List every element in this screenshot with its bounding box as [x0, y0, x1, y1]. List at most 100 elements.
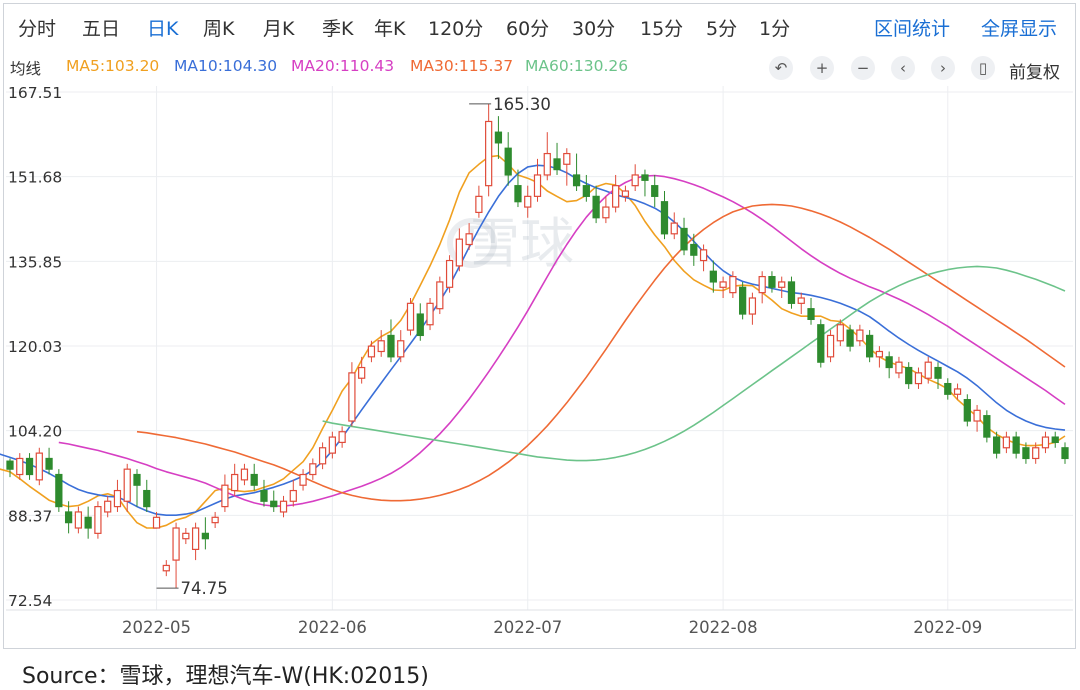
- candle-body: [866, 334, 874, 358]
- candle-body: [94, 506, 102, 534]
- candle-body: [172, 527, 180, 561]
- adjust-mode-label[interactable]: 前复权: [1009, 63, 1060, 83]
- candle-body: [318, 447, 327, 465]
- candle-body: [465, 233, 473, 246]
- candle-body: [836, 324, 844, 342]
- undo-icon[interactable]: ↶: [769, 56, 793, 80]
- candle-body: [670, 222, 678, 235]
- candle-body: [992, 436, 1001, 454]
- tab-monthly-k[interactable]: 月K: [263, 18, 295, 40]
- candle-body: [299, 473, 307, 486]
- candle-body: [123, 468, 131, 502]
- candle-body: [944, 382, 952, 395]
- candle-body: [651, 185, 659, 197]
- candle-body: [455, 238, 463, 267]
- y-tick-label: 120.03: [8, 338, 62, 356]
- candle-body: [934, 366, 942, 379]
- candle-body: [1002, 436, 1011, 449]
- range-stats-link[interactable]: 区间统计: [874, 18, 951, 40]
- tab-120min[interactable]: 120分: [428, 18, 484, 40]
- zoom-in-icon[interactable]: +: [810, 56, 834, 80]
- candle-body: [494, 131, 503, 144]
- y-tick-label: 135.85: [8, 253, 62, 271]
- candle-body: [377, 340, 385, 353]
- chevron-right-icon[interactable]: ›: [931, 56, 955, 80]
- candle-body: [660, 201, 669, 235]
- tab-15min[interactable]: 15分: [640, 18, 684, 40]
- candle-body: [45, 457, 53, 470]
- tab-30min[interactable]: 30分: [572, 18, 616, 40]
- candle-body: [397, 340, 405, 358]
- candle-body: [328, 436, 336, 454]
- tab-60min[interactable]: 60分: [506, 18, 550, 40]
- candle-body: [279, 500, 288, 513]
- y-tick-label: 88.37: [8, 507, 52, 525]
- candlestick-chart[interactable]: 雪球 167.51 151.68 135.85 120.03 104.20 88.37 72.…: [0, 0, 1080, 650]
- candle-body: [963, 399, 971, 422]
- candle-body: [758, 275, 766, 294]
- candle-body: [768, 275, 776, 288]
- candle-body: [797, 297, 805, 304]
- candle-body: [84, 516, 92, 529]
- candle-body: [406, 302, 415, 331]
- tab-timeshare[interactable]: 分时: [18, 18, 57, 40]
- zoom-out-icon[interactable]: −: [851, 56, 875, 80]
- ma10-legend: MA10:104.30: [174, 57, 278, 75]
- candle-body: [201, 532, 209, 540]
- candle-body: [729, 275, 737, 294]
- x-tick-label: 2022-05: [122, 618, 191, 637]
- ma60-line: [322, 265, 1066, 462]
- candle-body: [582, 185, 590, 197]
- candle-body: [104, 500, 112, 513]
- annotation-label: 74.75: [181, 579, 228, 598]
- candlestick-icon[interactable]: ▯: [971, 56, 995, 80]
- candle-body: [436, 281, 444, 310]
- candle-body: [709, 270, 717, 283]
- candle-body: [358, 366, 366, 379]
- candle-body: [1022, 447, 1030, 460]
- candle-body: [690, 243, 698, 256]
- candle-body: [699, 249, 708, 262]
- candle-body: [885, 356, 893, 369]
- candle-body: [1032, 447, 1040, 460]
- candle-body: [826, 334, 835, 358]
- candle-body: [416, 313, 424, 337]
- candle-body: [895, 361, 903, 374]
- period-tabs: 分时 五日 日K 周K 月K 季K 年K 120分 60分 30分 15分 5分…: [4, 4, 1075, 48]
- ma20-legend: MA20:110.43: [291, 57, 395, 75]
- candle-body: [973, 409, 981, 422]
- tab-5min[interactable]: 5分: [706, 18, 738, 40]
- ma5-legend: MA5:103.20: [66, 57, 160, 75]
- candle-body: [6, 460, 14, 470]
- tab-daily-k[interactable]: 日K: [147, 18, 179, 40]
- y-tick-label: 104.20: [8, 423, 62, 441]
- candle-body: [719, 281, 727, 288]
- candle-body: [553, 158, 561, 171]
- tab-1min[interactable]: 1分: [759, 18, 791, 40]
- fullscreen-link[interactable]: 全屏显示: [981, 18, 1058, 40]
- candle-body: [55, 473, 63, 508]
- candle-body: [504, 147, 512, 176]
- candle-body: [182, 532, 190, 540]
- candle-body: [221, 484, 229, 508]
- candle-body: [924, 361, 932, 379]
- candle-body: [914, 372, 923, 385]
- tab-five-day[interactable]: 五日: [82, 18, 121, 40]
- candle-body: [1012, 436, 1020, 454]
- tab-weekly-k[interactable]: 周K: [203, 18, 235, 40]
- candle-body: [856, 329, 864, 342]
- candle-body: [445, 259, 454, 288]
- y-tick-label: 151.68: [8, 169, 62, 187]
- chevron-left-icon[interactable]: ‹: [891, 56, 915, 80]
- candle-body: [602, 206, 610, 219]
- x-tick-label: 2022-06: [298, 618, 367, 637]
- candle-body: [875, 350, 884, 358]
- tab-quarterly-k[interactable]: 季K: [322, 18, 354, 40]
- candle-body: [533, 174, 542, 197]
- ma30-line: [136, 203, 1066, 502]
- candle-body: [191, 527, 200, 550]
- candle-body: [983, 415, 991, 438]
- candle-body: [514, 185, 522, 203]
- tab-yearly-k[interactable]: 年K: [374, 18, 406, 40]
- candle-body: [309, 463, 317, 476]
